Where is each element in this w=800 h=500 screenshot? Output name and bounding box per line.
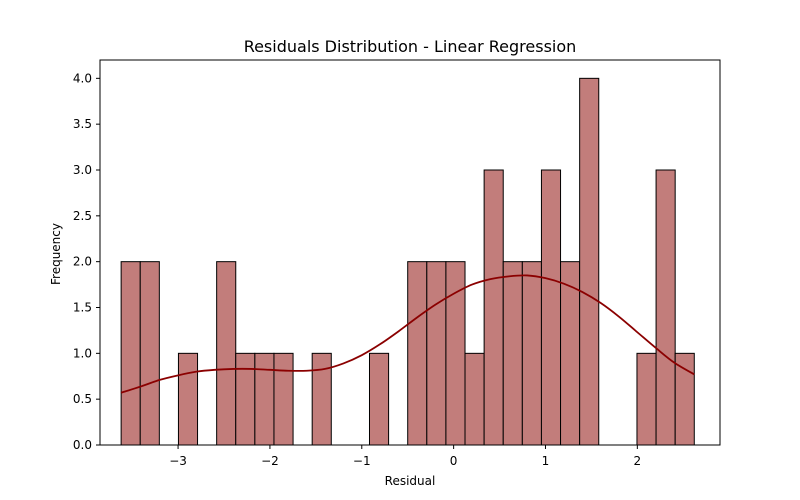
y-tick-label: 1.5 xyxy=(73,301,92,315)
x-tick-label: −1 xyxy=(353,454,371,468)
histogram-bar xyxy=(674,352,695,446)
histogram-bar xyxy=(139,261,160,446)
x-axis-title: Residual xyxy=(385,474,436,488)
histogram-bar xyxy=(521,261,542,446)
y-tick-label: 0.0 xyxy=(73,438,92,452)
bars-layer xyxy=(120,77,695,446)
histogram-bar xyxy=(483,169,504,446)
histogram-bar xyxy=(216,261,237,446)
histogram-bar xyxy=(311,352,332,446)
histogram-bar xyxy=(540,169,562,446)
x-tick-label: 1 xyxy=(542,454,550,468)
histogram-bar xyxy=(273,352,294,446)
y-axis-title: Frequency xyxy=(49,223,63,285)
chart-title: Residuals Distribution - Linear Regressi… xyxy=(244,37,577,56)
histogram-bar xyxy=(655,169,676,446)
histogram-bar xyxy=(426,261,447,446)
y-tick-label: 2.5 xyxy=(73,209,92,223)
histogram-bar xyxy=(407,261,428,446)
histogram-bar xyxy=(254,352,275,446)
x-tick-label: −2 xyxy=(261,454,279,468)
histogram-bar xyxy=(120,261,141,446)
y-tick-label: 2.0 xyxy=(73,255,92,269)
y-tick-label: 1.0 xyxy=(73,346,92,360)
histogram-bar xyxy=(579,77,600,446)
x-tick-label: 0 xyxy=(450,454,458,468)
y-tick-label: 0.5 xyxy=(73,392,92,406)
kde-curve xyxy=(120,274,695,394)
ticks-layer: −3 −2 −1 0 1 2 0.0 0.5 1.0 1.5 2.0 2.5 3.0 3.5 4.0 xyxy=(73,71,641,468)
plot-frame xyxy=(99,59,721,446)
y-tick-label: 4.0 xyxy=(73,71,92,85)
histogram-bar xyxy=(502,261,523,446)
histogram-bar xyxy=(464,352,485,446)
histogram-bar xyxy=(636,352,657,446)
histogram-bar xyxy=(368,352,390,446)
histogram-bar xyxy=(177,352,199,446)
kde-layer xyxy=(120,274,695,394)
histogram-bar xyxy=(235,352,256,446)
x-tick-label: 2 xyxy=(634,454,642,468)
axes-layer xyxy=(99,59,721,446)
x-tick-label: −3 xyxy=(169,454,187,468)
y-tick-label: 3.0 xyxy=(73,163,92,177)
y-tick-label: 3.5 xyxy=(73,117,92,131)
